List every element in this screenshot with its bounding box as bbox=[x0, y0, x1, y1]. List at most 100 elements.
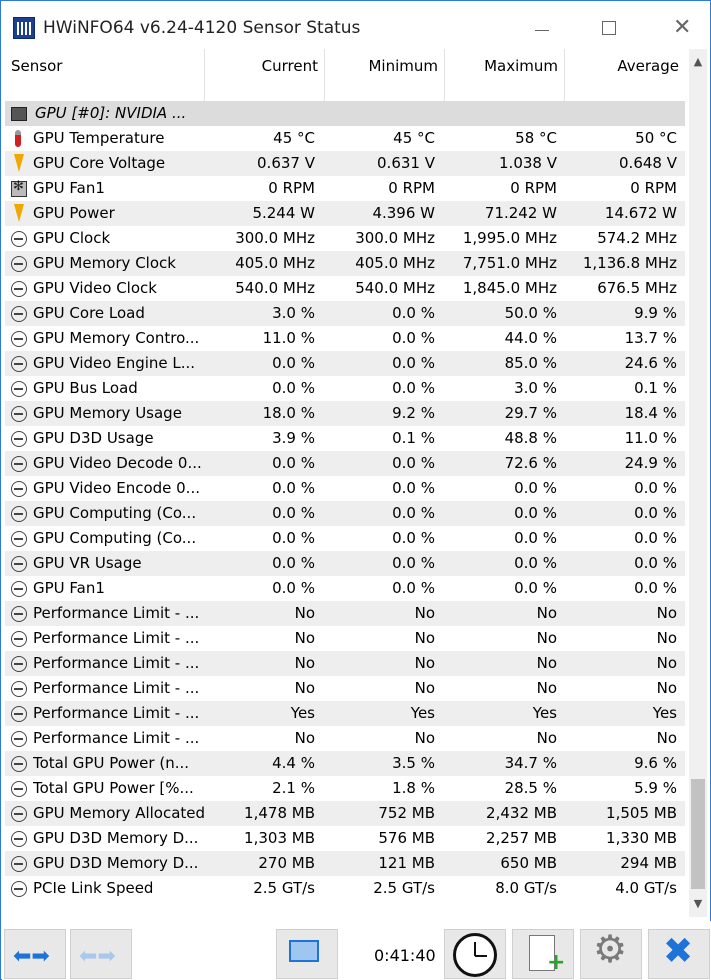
table-row[interactable]: GPU Memory Contro... 11.0 % 0.0 % 44.0 % 13.… bbox=[5, 326, 685, 351]
title-bar[interactable]: HWiNFO64 v6.24-4120 Sensor Status ✕ bbox=[1, 1, 710, 45]
elapsed-time: 0:41:40 bbox=[374, 946, 436, 965]
table-row[interactable]: PCIe Link Speed 2.5 GT/s 2.5 GT/s 8.0 GT/s 4… bbox=[5, 876, 685, 901]
cell-name: GPU Computing (Co... bbox=[33, 504, 197, 522]
table-header: Sensor Current Minimum Maximum Average bbox=[5, 49, 685, 101]
table-row[interactable]: GPU Temperature 45 °C 45 °C 58 °C 50 °C bbox=[5, 126, 685, 151]
table-row[interactable]: GPU D3D Memory D... 270 MB 121 MB 650 MB 294… bbox=[5, 851, 685, 876]
nav-arrows-disabled-button[interactable]: ⬅➡ bbox=[70, 929, 132, 979]
scroll-up-icon[interactable]: ▲ bbox=[693, 55, 703, 68]
cell-current: 3.9 % bbox=[272, 429, 315, 447]
window-title: HWiNFO64 v6.24-4120 Sensor Status bbox=[43, 18, 361, 38]
column-header-sensor[interactable]: Sensor bbox=[5, 49, 205, 101]
maximize-button[interactable] bbox=[585, 11, 631, 41]
table-row[interactable]: GPU Power 5.244 W 4.396 W 71.242 W 14.672 W bbox=[5, 201, 685, 226]
cell-current: 300.0 MHz bbox=[235, 229, 315, 247]
table-row[interactable]: GPU Core Load 3.0 % 0.0 % 50.0 % 9.9 % bbox=[5, 301, 685, 326]
cell-name: Performance Limit - ... bbox=[33, 704, 200, 722]
column-header-current[interactable]: Current bbox=[205, 49, 325, 101]
cell-average: 14.672 W bbox=[604, 204, 677, 222]
cell-current: No bbox=[294, 654, 315, 672]
table-row[interactable]: GPU Memory Usage 18.0 % 9.2 % 29.7 % 18.4 % bbox=[5, 401, 685, 426]
clock-icon bbox=[11, 806, 27, 822]
cell-average: 11.0 % bbox=[624, 429, 677, 447]
cell-maximum: 71.242 W bbox=[484, 204, 557, 222]
clock-icon bbox=[11, 531, 27, 547]
clock-icon bbox=[453, 933, 497, 977]
table-row[interactable]: GPU D3D Usage 3.9 % 0.1 % 48.8 % 11.0 % bbox=[5, 426, 685, 451]
cell-name: GPU D3D Usage bbox=[33, 429, 154, 447]
volt-icon bbox=[14, 204, 24, 222]
column-header-maximum[interactable]: Maximum bbox=[445, 49, 565, 101]
cell-average: No bbox=[656, 729, 677, 747]
close-window-button[interactable]: ✕ bbox=[657, 11, 703, 41]
nav-arrows-button[interactable]: ⬅➡ bbox=[4, 929, 66, 979]
app-icon bbox=[13, 17, 35, 39]
cell-minimum: 0.0 % bbox=[392, 329, 435, 347]
table-row[interactable]: Performance Limit - ... No No No No bbox=[5, 601, 685, 626]
column-header-average[interactable]: Average bbox=[617, 57, 679, 75]
table-row[interactable]: GPU Computing (Co... 0.0 % 0.0 % 0.0 % 0.0 % bbox=[5, 501, 685, 526]
cell-name: Total GPU Power (n... bbox=[33, 754, 189, 772]
cell-name: GPU Memory Allocated bbox=[33, 804, 205, 822]
table-row[interactable]: Performance Limit - ... No No No No bbox=[5, 676, 685, 701]
logging-button[interactable]: + bbox=[512, 929, 574, 979]
clock-icon bbox=[11, 656, 27, 672]
table-row[interactable]: GPU D3D Memory D... 1,303 MB 576 MB 2,257 M… bbox=[5, 826, 685, 851]
network-button[interactable] bbox=[276, 929, 338, 979]
cell-name: GPU Memory Contro... bbox=[33, 329, 200, 347]
vertical-scrollbar[interactable]: ▲ ▼ bbox=[689, 49, 707, 917]
table-row[interactable]: Total GPU Power [%... 2.1 % 1.8 % 28.5 % 5.9… bbox=[5, 776, 685, 801]
column-header-minimum[interactable]: Minimum bbox=[325, 49, 445, 101]
scroll-down-icon[interactable]: ▼ bbox=[693, 897, 703, 910]
table-row[interactable]: GPU Video Encode 0... 0.0 % 0.0 % 0.0 % 0.0 … bbox=[5, 476, 685, 501]
cell-current: 2.5 GT/s bbox=[253, 879, 315, 897]
cell-current: 4.4 % bbox=[272, 754, 315, 772]
table-row[interactable]: GPU Fan1 0.0 % 0.0 % 0.0 % 0.0 % bbox=[5, 576, 685, 601]
cell-name: GPU Memory Usage bbox=[33, 404, 182, 422]
cell-name: Performance Limit - ... bbox=[33, 729, 200, 747]
cell-average: 1,136.8 MHz bbox=[582, 254, 677, 272]
table-row[interactable]: GPU Video Clock 540.0 MHz 540.0 MHz 1,845.0… bbox=[5, 276, 685, 301]
settings-button[interactable]: ⚙ bbox=[580, 929, 642, 979]
cell-average: No bbox=[656, 604, 677, 622]
table-row[interactable]: GPU Memory Allocated 1,478 MB 752 MB 2,432 … bbox=[5, 801, 685, 826]
cell-name: Performance Limit - ... bbox=[33, 679, 200, 697]
cell-minimum: Yes bbox=[410, 704, 435, 722]
minimize-button[interactable] bbox=[519, 11, 565, 41]
cell-minimum: No bbox=[414, 654, 435, 672]
table-row[interactable]: Performance Limit - ... No No No No bbox=[5, 651, 685, 676]
close-sensors-button[interactable]: ✖ bbox=[648, 929, 710, 979]
table-row[interactable]: GPU Core Voltage 0.637 V 0.631 V 1.038 V 0.6… bbox=[5, 151, 685, 176]
cell-minimum: 0.631 V bbox=[377, 154, 435, 172]
reset-timer-button[interactable] bbox=[444, 929, 506, 979]
table-row[interactable]: GPU Video Engine L... 0.0 % 0.0 % 85.0 % 24.… bbox=[5, 351, 685, 376]
close-icon: ✕ bbox=[673, 15, 692, 40]
table-row[interactable]: GPU Computing (Co... 0.0 % 0.0 % 0.0 % 0.0 % bbox=[5, 526, 685, 551]
table-row[interactable]: GPU Fan1 0 RPM 0 RPM 0 RPM 0 RPM bbox=[5, 176, 685, 201]
cell-current: 540.0 MHz bbox=[235, 279, 315, 297]
scroll-thumb[interactable] bbox=[691, 779, 705, 889]
table-row[interactable]: Performance Limit - ... No No No No bbox=[5, 626, 685, 651]
cell-current: 405.0 MHz bbox=[235, 254, 315, 272]
cell-minimum: 0.0 % bbox=[392, 554, 435, 572]
table-row[interactable]: GPU Bus Load 0.0 % 0.0 % 3.0 % 0.1 % bbox=[5, 376, 685, 401]
cell-current: 0.0 % bbox=[272, 554, 315, 572]
table-row[interactable]: Performance Limit - ... No No No No bbox=[5, 726, 685, 751]
table-row[interactable]: GPU Clock 300.0 MHz 300.0 MHz 1,995.0 MHz 57… bbox=[5, 226, 685, 251]
cell-maximum: 28.5 % bbox=[504, 779, 557, 797]
table-row[interactable]: Total GPU Power (n... 4.4 % 3.5 % 34.7 % 9.6… bbox=[5, 751, 685, 776]
cell-average: 9.9 % bbox=[634, 304, 677, 322]
cell-current: 0.0 % bbox=[272, 479, 315, 497]
table-row[interactable]: GPU VR Usage 0.0 % 0.0 % 0.0 % 0.0 % bbox=[5, 551, 685, 576]
cell-maximum: 0.0 % bbox=[514, 479, 557, 497]
cell-maximum: 34.7 % bbox=[504, 754, 557, 772]
arrows-disabled-icon: ⬅➡ bbox=[79, 944, 116, 969]
cell-maximum: 1,995.0 MHz bbox=[462, 229, 557, 247]
table-row[interactable]: GPU Video Decode 0... 0.0 % 0.0 % 72.6 % 24.… bbox=[5, 451, 685, 476]
clock-icon bbox=[11, 856, 27, 872]
cell-minimum: 540.0 MHz bbox=[355, 279, 435, 297]
cell-maximum: 50.0 % bbox=[504, 304, 557, 322]
table-row[interactable]: Performance Limit - ... Yes Yes Yes Yes bbox=[5, 701, 685, 726]
table-row[interactable]: GPU [#0]: NVIDIA ... bbox=[5, 101, 685, 126]
table-row[interactable]: GPU Memory Clock 405.0 MHz 405.0 MHz 7,751.… bbox=[5, 251, 685, 276]
